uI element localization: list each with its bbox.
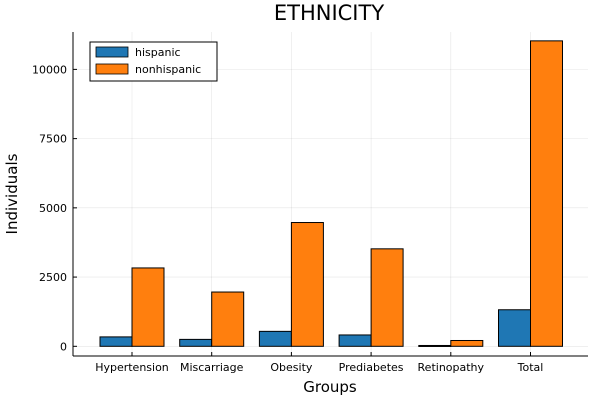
bar-hispanic-prediabetes (338, 334, 372, 347)
y-tick-label: 2500 (39, 271, 67, 284)
legend-label-hispanic: hispanic (135, 46, 181, 59)
y-tick-label: 0 (60, 340, 67, 353)
axes (72, 32, 588, 357)
x-tick-label: Total (517, 361, 544, 374)
x-axis-title: Groups (303, 378, 357, 396)
chart-title: ETHNICITY (274, 1, 384, 25)
legend: hispanic nonhispanic (89, 41, 218, 82)
bars (99, 40, 563, 347)
bar-nonhispanic-retinopathy (450, 339, 484, 347)
x-ticks: Hypertension Miscarriage Obesity Prediabete… (95, 352, 543, 374)
bar-hispanic-retinopathy (418, 344, 452, 347)
bar-nonhispanic-total (530, 40, 563, 347)
x-tick-label: Obesity (270, 361, 313, 374)
legend-swatch-nonhispanic (95, 63, 129, 75)
x-tick-label: Hypertension (95, 361, 169, 374)
bar-nonhispanic-prediabetes (370, 248, 404, 347)
x-tick-label: Prediabetes (339, 361, 404, 374)
x-tick-label: Retinopathy (418, 361, 485, 374)
legend-swatch-hispanic (95, 46, 129, 58)
bar-hispanic-total (498, 309, 531, 347)
y-tick-label: 5000 (39, 202, 67, 215)
bar-nonhispanic-miscarriage (211, 291, 245, 347)
y-ticks: 0 2500 5000 7500 10000 (32, 63, 77, 353)
legend-label-nonhispanic: nonhispanic (135, 63, 201, 76)
bar-hispanic-obesity (258, 330, 292, 347)
bar-nonhispanic-obesity (290, 222, 324, 347)
bar-hispanic-hypertension (99, 336, 133, 347)
y-axis-title: Individuals (3, 153, 21, 234)
y-tick-label: 10000 (32, 63, 67, 76)
y-tick-label: 7500 (39, 133, 67, 146)
bar-hispanic-miscarriage (179, 338, 213, 347)
bar-nonhispanic-hypertension (131, 267, 165, 347)
x-tick-label: Miscarriage (180, 361, 244, 374)
